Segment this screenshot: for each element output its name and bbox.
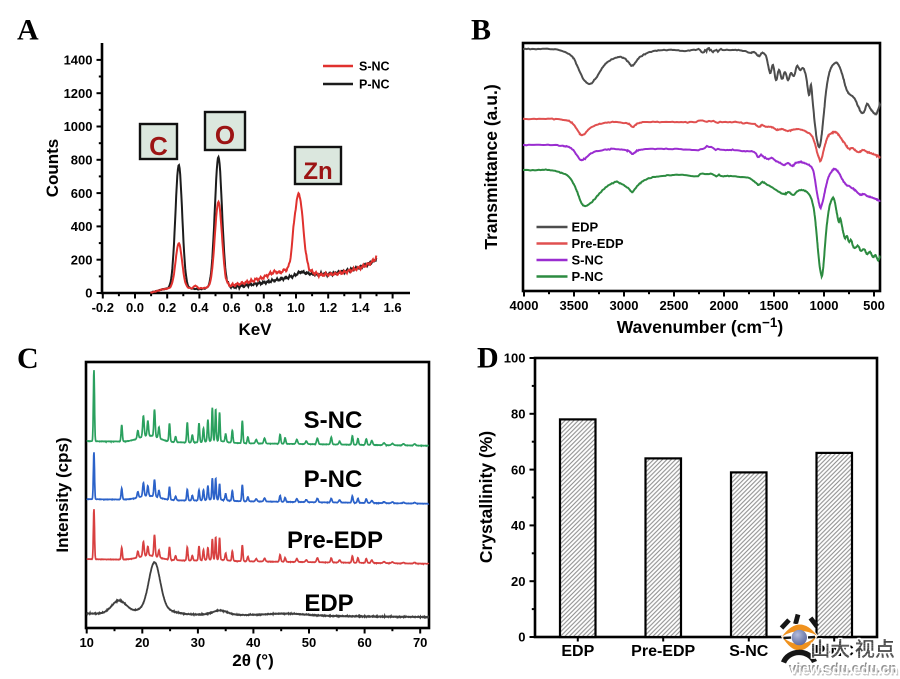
svg-text:40: 40 (246, 635, 260, 650)
svg-text:1400: 1400 (64, 53, 93, 68)
svg-text:C: C (17, 342, 39, 375)
svg-text:1000: 1000 (810, 298, 839, 313)
svg-text:0.8: 0.8 (255, 300, 273, 315)
svg-text:1.2: 1.2 (319, 300, 337, 315)
svg-text:1500: 1500 (760, 298, 789, 313)
svg-text:0.6: 0.6 (223, 300, 241, 315)
svg-text:2500: 2500 (660, 298, 689, 313)
svg-text:0.4: 0.4 (190, 300, 209, 315)
svg-text:view.sdu.edu.cn: view.sdu.edu.cn (789, 660, 897, 675)
svg-text:3000: 3000 (610, 298, 639, 313)
svg-text:0: 0 (518, 630, 525, 645)
svg-text:KeV: KeV (238, 320, 272, 339)
svg-text:S-NC: S-NC (304, 407, 363, 434)
svg-text:EDP: EDP (572, 220, 599, 235)
svg-text:500: 500 (863, 298, 885, 313)
svg-text:0.2: 0.2 (158, 300, 176, 315)
svg-text:view.sdu.edu.cn: view.sdu.edu.cn (790, 662, 898, 677)
svg-text:2000: 2000 (710, 298, 739, 313)
svg-text:Pre-EDP: Pre-EDP (631, 643, 695, 660)
svg-text:P-NC: P-NC (359, 78, 390, 92)
svg-text:40: 40 (511, 518, 525, 533)
svg-text:400: 400 (71, 219, 93, 234)
svg-text:Counts: Counts (43, 139, 62, 198)
svg-text:70: 70 (413, 635, 427, 650)
svg-text:30: 30 (191, 635, 205, 650)
svg-text:S-NC: S-NC (729, 643, 769, 660)
svg-text:50: 50 (302, 635, 316, 650)
svg-text:Transmittance (a.u.): Transmittance (a.u.) (481, 84, 501, 249)
svg-text:S-NC: S-NC (572, 253, 604, 268)
svg-text:100: 100 (504, 351, 526, 366)
svg-text:-0.2: -0.2 (92, 300, 114, 315)
svg-text:view.sdu.edu.cn: view.sdu.edu.cn (791, 663, 899, 678)
svg-text:1.0: 1.0 (287, 300, 305, 315)
svg-text:600: 600 (71, 186, 93, 201)
svg-text:D: D (477, 342, 499, 375)
svg-text:800: 800 (71, 153, 93, 168)
svg-text:80: 80 (511, 407, 525, 422)
svg-text:B: B (471, 14, 491, 47)
svg-text:10: 10 (79, 635, 93, 650)
svg-text:3500: 3500 (560, 298, 589, 313)
svg-text:1200: 1200 (64, 86, 93, 101)
svg-text:0.0: 0.0 (126, 300, 144, 315)
svg-text:1000: 1000 (64, 119, 93, 134)
svg-text:O: O (215, 120, 235, 150)
svg-text:S-NC: S-NC (359, 60, 390, 74)
svg-text:1.4: 1.4 (351, 300, 370, 315)
svg-text:C: C (149, 131, 168, 161)
svg-text:200: 200 (71, 252, 93, 267)
svg-text:60: 60 (511, 462, 525, 477)
svg-text:P-NC: P-NC (572, 269, 604, 284)
svg-text:Intensity (cps): Intensity (cps) (53, 437, 72, 552)
svg-text:60: 60 (357, 635, 371, 650)
svg-text:P-NC: P-NC (304, 466, 363, 493)
svg-text:Pre-EDP: Pre-EDP (287, 527, 383, 554)
svg-text:Pre-EDP: Pre-EDP (572, 236, 624, 251)
svg-text:20: 20 (511, 574, 525, 589)
svg-text:20: 20 (135, 635, 149, 650)
svg-text:Crystallinity (%): Crystallinity (%) (476, 431, 496, 563)
svg-text:EDP: EDP (304, 590, 353, 617)
svg-text:Wavenumber (cm−1): Wavenumber (cm−1) (617, 315, 783, 337)
svg-text:Zn: Zn (303, 158, 332, 185)
svg-text:A: A (17, 14, 39, 47)
svg-text:0: 0 (85, 286, 92, 301)
svg-text:4000: 4000 (510, 298, 539, 313)
svg-text:2θ (°): 2θ (°) (232, 651, 274, 670)
svg-text:EDP: EDP (561, 643, 594, 660)
svg-text:1.6: 1.6 (384, 300, 402, 315)
